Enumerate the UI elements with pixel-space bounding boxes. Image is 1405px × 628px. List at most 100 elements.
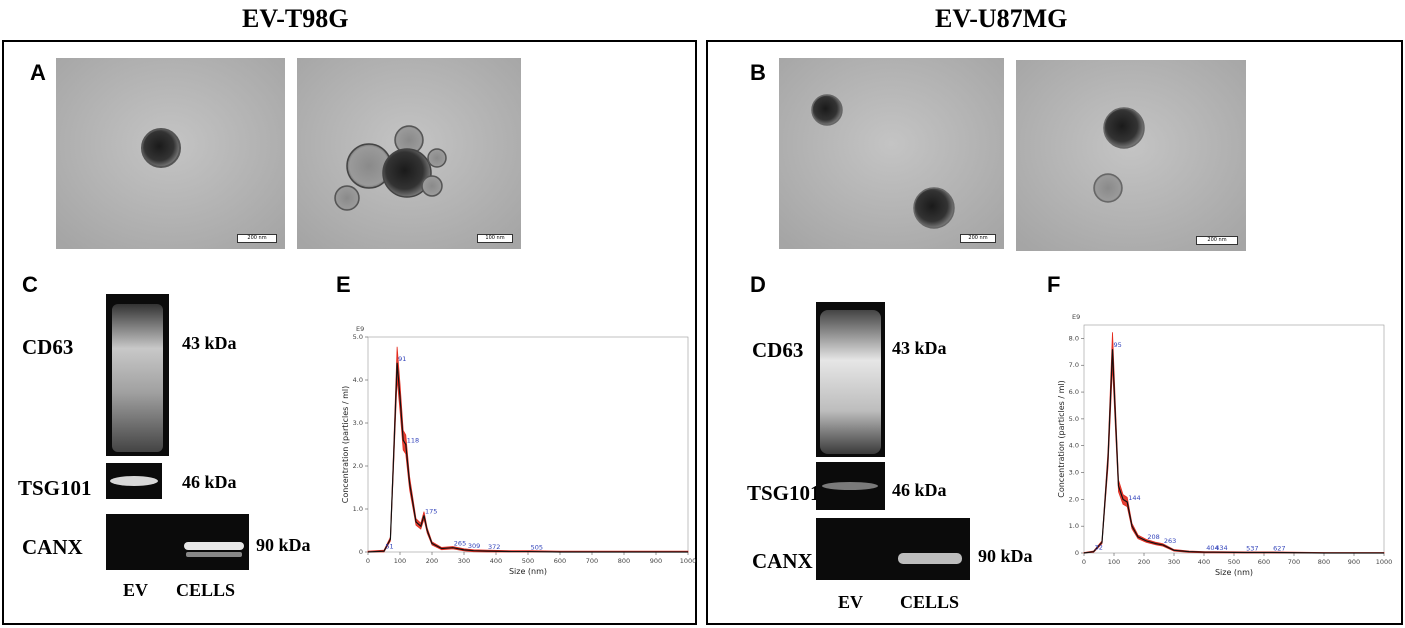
peak-label: 309 bbox=[468, 542, 480, 550]
x-tick-label: 600 bbox=[1258, 558, 1270, 566]
x-tick-label: 700 bbox=[586, 557, 598, 565]
x-tick-label: 1000 bbox=[1376, 558, 1393, 566]
y-tick-label: 3.0 bbox=[1069, 469, 1079, 477]
y-tick-label: 2.0 bbox=[353, 462, 363, 470]
em-image-t98g-2: 100 nm bbox=[297, 58, 521, 249]
y-tick-label: 1.0 bbox=[1069, 522, 1079, 530]
peak-label: 51 bbox=[385, 543, 393, 551]
panel-letter-b: B bbox=[750, 60, 766, 85]
canx-label-right: CANX bbox=[752, 549, 813, 573]
y-tick-label: 0 bbox=[359, 548, 363, 556]
y-tick-label: 5.0 bbox=[1069, 415, 1079, 423]
tsg101-blot-left bbox=[106, 463, 162, 499]
peak-label: 372 bbox=[488, 543, 500, 551]
cd63-label-left: CD63 bbox=[22, 335, 74, 359]
x-tick-label: 1000 bbox=[680, 557, 697, 565]
tsg101-kda-right: 46 kDa bbox=[892, 480, 947, 500]
peak-label: 404 bbox=[1206, 544, 1218, 552]
x-tick-label: 0 bbox=[366, 557, 370, 565]
em-image-u87mg-2: 200 nm bbox=[1016, 60, 1246, 251]
peak-label: 537 bbox=[1246, 544, 1258, 552]
chart-f-svg: E9 0 100 200 300 400 500 600 700 800 900 1000 0 1.0 2.… bbox=[1057, 313, 1393, 577]
x-tick-label: 900 bbox=[1348, 558, 1360, 566]
peak-label: 263 bbox=[1164, 537, 1176, 545]
panel-letter-a: A bbox=[30, 60, 46, 85]
peak-label: 144 bbox=[1128, 494, 1140, 502]
tsg101-blot-right bbox=[816, 462, 885, 510]
title-ev-u87mg: EV-U87MG bbox=[935, 4, 1068, 33]
y-multiplier-label: E9 bbox=[356, 325, 364, 333]
x-tick-label: 400 bbox=[490, 557, 502, 565]
lane-cells-left: CELLS bbox=[176, 580, 236, 600]
cd63-blot-right bbox=[816, 302, 885, 457]
y-tick-label: 8.0 bbox=[1069, 334, 1079, 342]
peak-label: 95 bbox=[1114, 341, 1122, 349]
panel-letter-e: E bbox=[336, 272, 351, 297]
x-axis-label: Size (nm) bbox=[1215, 568, 1253, 577]
x-tick-label: 0 bbox=[1082, 558, 1086, 566]
y-multiplier-label: E9 bbox=[1072, 313, 1080, 321]
peak-label: 208 bbox=[1147, 533, 1159, 541]
y-tick-label: 2.0 bbox=[1069, 495, 1079, 503]
cd63-kda-left: 43 kDa bbox=[182, 333, 237, 353]
canx-label-left: CANX bbox=[22, 535, 83, 559]
lane-cells-right: CELLS bbox=[900, 592, 960, 612]
y-tick-label: 4.0 bbox=[1069, 442, 1079, 450]
series-line bbox=[1083, 349, 1384, 554]
chart-e: E9 0 100 200 300 400 500 600 700 800 900 1000 0 1.0 2.… bbox=[330, 315, 697, 580]
em-image-t98g-1: 200 nm bbox=[56, 58, 285, 249]
chart-f: E9 0 100 200 300 400 500 600 700 800 900 1000 0 1.0 2.… bbox=[1048, 305, 1393, 585]
x-tick-label: 200 bbox=[1138, 558, 1150, 566]
y-tick-label: 4.0 bbox=[353, 376, 363, 384]
scalebar-3: 200 nm bbox=[960, 234, 996, 243]
tsg101-label-right: TSG101 bbox=[747, 481, 821, 505]
tsg101-label-left: TSG101 bbox=[18, 476, 92, 500]
x-axis-label: Size (nm) bbox=[509, 567, 547, 576]
x-tick-label: 600 bbox=[554, 557, 566, 565]
plot-frame bbox=[1083, 324, 1385, 554]
y-tick-label: 0 bbox=[1075, 549, 1079, 557]
right-panel-box bbox=[706, 40, 1403, 625]
x-tick-label: 300 bbox=[458, 557, 470, 565]
peak-label: 265 bbox=[454, 540, 466, 548]
cd63-kda-right: 43 kDa bbox=[892, 338, 947, 358]
canx-blot-right bbox=[816, 518, 970, 580]
x-tick-label: 100 bbox=[394, 557, 406, 565]
error-band bbox=[1083, 332, 1385, 554]
x-tick-label: 300 bbox=[1168, 558, 1180, 566]
scalebar-2: 100 nm bbox=[477, 234, 513, 243]
cd63-label-right: CD63 bbox=[752, 338, 804, 362]
x-tick-label: 200 bbox=[426, 557, 438, 565]
x-tick-label: 800 bbox=[1318, 558, 1330, 566]
tsg101-kda-left: 46 kDa bbox=[182, 472, 237, 492]
peak-label: 505 bbox=[531, 544, 543, 552]
scalebar-1: 200 nm bbox=[237, 234, 277, 243]
scalebar-4: 200 nm bbox=[1196, 236, 1238, 245]
title-ev-t98g: EV-T98G bbox=[242, 4, 349, 33]
y-tick-label: 7.0 bbox=[1069, 361, 1079, 369]
x-tick-label: 700 bbox=[1288, 558, 1300, 566]
em-image-u87mg-1: 200 nm bbox=[779, 58, 1004, 249]
series-line bbox=[367, 362, 688, 553]
x-tick-label: 800 bbox=[618, 557, 630, 565]
panel-letter-c: C bbox=[22, 272, 38, 297]
y-tick-label: 3.0 bbox=[353, 419, 363, 427]
lane-ev-right: EV bbox=[838, 592, 864, 612]
y-tick-label: 1.0 bbox=[353, 505, 363, 513]
cd63-blot-left bbox=[106, 294, 169, 456]
x-tick-label: 500 bbox=[1228, 558, 1240, 566]
canx-blot-left bbox=[106, 514, 249, 570]
y-tick-label: 5.0 bbox=[353, 333, 363, 341]
y-axis-label: Concentration (particles / ml) bbox=[1057, 380, 1066, 498]
peak-label: 91 bbox=[398, 355, 406, 363]
peak-label: 627 bbox=[1273, 544, 1285, 552]
peak-label: 32 bbox=[1095, 544, 1103, 552]
x-tick-label: 100 bbox=[1108, 558, 1120, 566]
y-tick-label: 6.0 bbox=[1069, 388, 1079, 396]
panel-letter-f: F bbox=[1047, 272, 1061, 297]
x-tick-label: 400 bbox=[1198, 558, 1210, 566]
x-tick-label: 900 bbox=[650, 557, 662, 565]
lane-ev-left: EV bbox=[123, 580, 149, 600]
panel-letter-d: D bbox=[750, 272, 766, 297]
left-panel-box bbox=[2, 40, 697, 625]
